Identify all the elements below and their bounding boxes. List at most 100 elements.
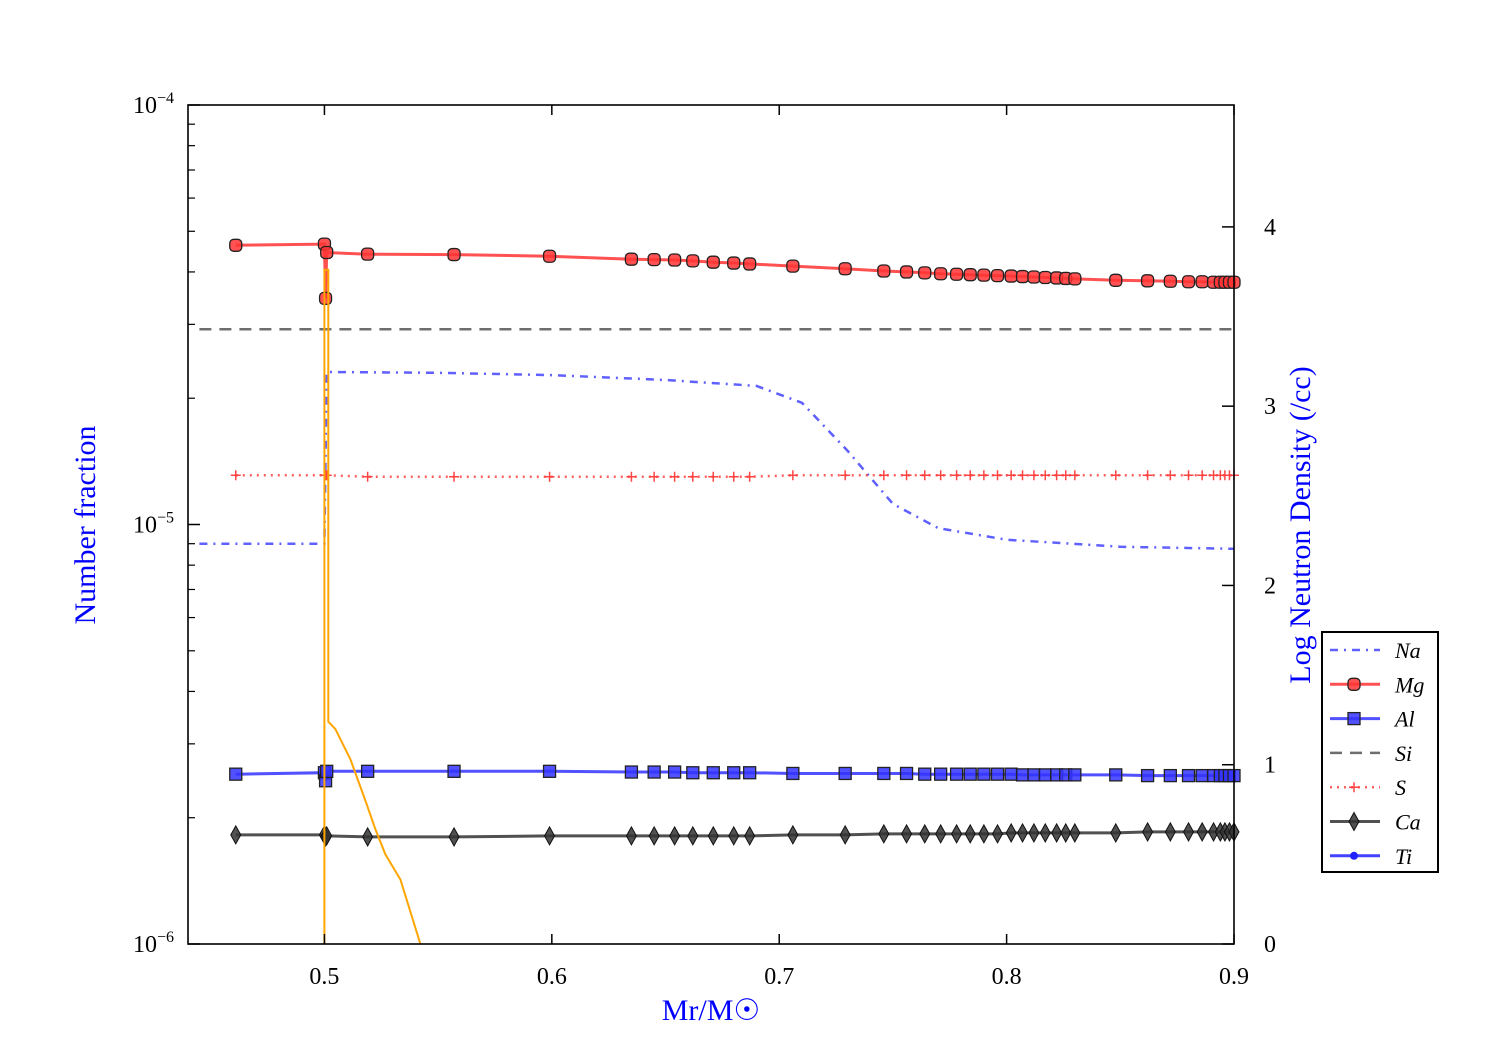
data-point-s (840, 470, 851, 481)
series-al (229, 764, 1241, 788)
data-point-al (667, 765, 682, 779)
data-point-mg (934, 267, 948, 281)
data-point-mg (667, 253, 682, 267)
x-tick-label: 0.8 (992, 964, 1022, 990)
data-point-mg (686, 254, 700, 268)
legend-label-s: S (1395, 775, 1406, 800)
data-point-s (1069, 470, 1080, 481)
data-point-mg (977, 268, 991, 282)
legend: Na Mg Al Si S Ca Ti (1321, 631, 1439, 873)
data-point-ca (1142, 821, 1154, 842)
data-point-al (1038, 768, 1052, 782)
data-point-al (877, 766, 891, 781)
data-point-al (838, 766, 852, 781)
data-point-ca (1039, 822, 1051, 843)
data-point-mg (1140, 274, 1155, 288)
data-point-al (743, 766, 757, 780)
data-point-al (977, 767, 991, 781)
legend-label-ti: Ti (1395, 844, 1412, 869)
data-point-al (686, 766, 700, 780)
data-point-s (951, 470, 962, 481)
data-point-s (362, 471, 373, 482)
legend-label-na: Na (1394, 638, 1421, 663)
data-point-ca (1069, 822, 1081, 843)
data-point-s (1110, 470, 1121, 481)
data-point-mg (229, 238, 243, 252)
legend-label-mg: Mg (1394, 672, 1424, 697)
data-point-al (1140, 768, 1155, 783)
data-point-mg (360, 247, 375, 261)
data-point-s (1017, 470, 1028, 481)
data-point-s (901, 470, 912, 481)
data-point-s (1197, 470, 1208, 481)
x-tick-label: 0.7 (764, 964, 794, 990)
data-point-al (1163, 768, 1177, 783)
legend-marker-al (1347, 711, 1361, 726)
data-point-al (727, 766, 741, 780)
y2-tick-label: 0 (1264, 932, 1276, 958)
legend-label-si: Si (1395, 741, 1412, 766)
data-point-s (708, 471, 719, 482)
data-point-al (899, 766, 914, 781)
data-point-al (1195, 768, 1209, 783)
series-ca (230, 821, 1240, 847)
data-point-mg (963, 268, 977, 282)
data-point-ca (1182, 821, 1195, 842)
data-point-s (230, 470, 241, 481)
data-point-s (321, 470, 332, 481)
data-point-mg (1068, 272, 1082, 286)
data-point-mg (1038, 270, 1052, 285)
data-point-ca (919, 823, 931, 844)
x-tick-label: 0.9 (1219, 964, 1249, 990)
data-point-ca (1005, 822, 1017, 843)
x-axis-label: Mr/M☉ (662, 994, 761, 1027)
data-point-s (1060, 470, 1071, 481)
data-point-s (1028, 470, 1039, 481)
data-point-s (1051, 470, 1062, 481)
data-point-ca (648, 825, 660, 846)
data-point-mg (786, 259, 800, 273)
data-point-al (647, 765, 661, 779)
data-point-s (1006, 470, 1017, 481)
y2-tick-label: 2 (1264, 573, 1276, 599)
data-point-ca (951, 823, 963, 844)
data-point-ca (669, 825, 681, 846)
data-point-mg (647, 252, 661, 267)
y2-tick-label: 4 (1264, 215, 1276, 241)
data-point-al (229, 767, 243, 781)
data-point-ca (900, 823, 913, 844)
y-tick-label: 10−5 (133, 510, 174, 539)
legend-marker-ti (1350, 851, 1358, 860)
data-point-ca (707, 825, 719, 846)
data-point-s (544, 471, 555, 482)
data-point-mg (949, 267, 964, 281)
y-tick-label: 10−6 (133, 929, 174, 958)
data-point-s (935, 470, 946, 481)
series-s (230, 470, 1239, 482)
data-point-s (1165, 470, 1176, 481)
data-point-s (744, 471, 755, 482)
data-point-al (963, 767, 977, 781)
data-point-s (965, 470, 976, 481)
plot-frame (187, 104, 1235, 945)
y-tick-label: 10−4 (133, 90, 174, 119)
data-point-ca (687, 825, 699, 846)
data-point-mg (318, 291, 333, 306)
x-tick-label: 0.6 (537, 964, 567, 990)
legend-label-ca: Ca (1395, 810, 1421, 835)
data-point-s (978, 470, 989, 481)
data-point-ca (1196, 821, 1208, 842)
data-point-ca (543, 825, 556, 846)
data-point-ca (230, 824, 242, 845)
data-point-ca (1028, 822, 1040, 843)
data-point-s (1040, 470, 1051, 481)
data-point-al (706, 766, 720, 780)
data-point-mg (1181, 275, 1196, 289)
data-point-mg (706, 255, 720, 269)
data-point-s (787, 470, 798, 481)
data-point-al (447, 764, 461, 778)
data-point-s (992, 470, 1003, 481)
data-point-ca (964, 823, 976, 844)
data-point-ca (878, 823, 890, 844)
